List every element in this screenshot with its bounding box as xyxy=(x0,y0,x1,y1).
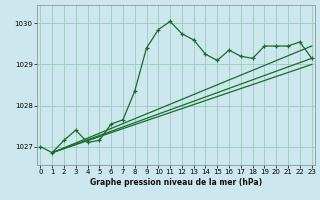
X-axis label: Graphe pression niveau de la mer (hPa): Graphe pression niveau de la mer (hPa) xyxy=(90,178,262,187)
